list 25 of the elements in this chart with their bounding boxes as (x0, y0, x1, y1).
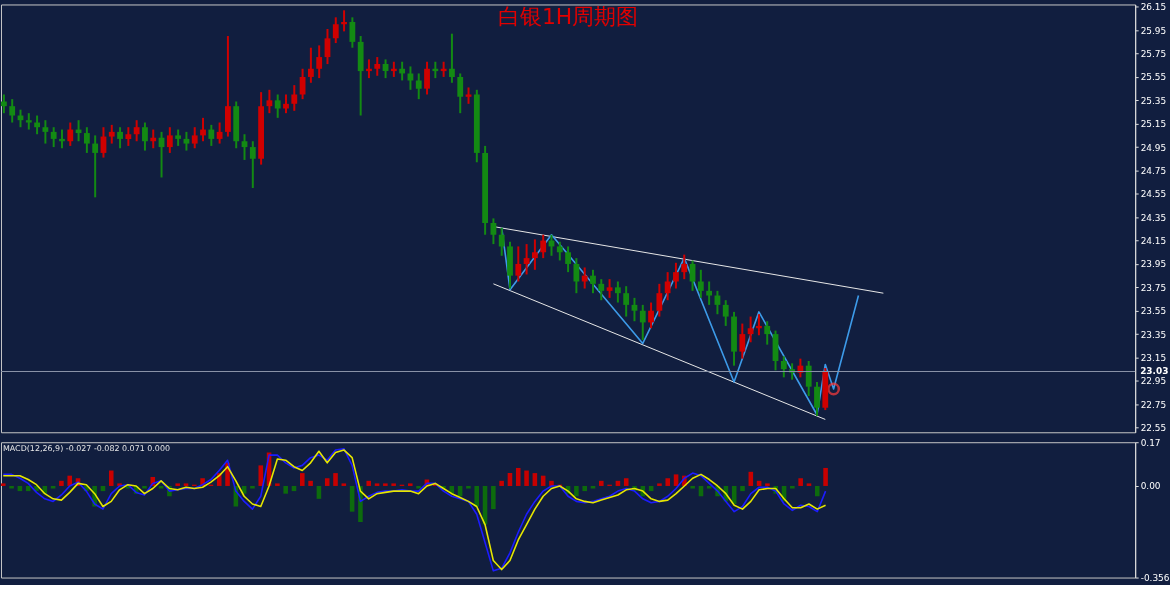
y-tick-label: 25.35 (1140, 95, 1167, 106)
y-tick-label: 26.15 (1140, 2, 1167, 13)
y-tick-label: 24.35 (1140, 212, 1167, 223)
y-tick-label: 23.75 (1140, 282, 1167, 293)
y-tick-label: 24.55 (1140, 189, 1167, 200)
y-tick-label: 0.17 (1140, 437, 1161, 448)
y-tick-label: 25.15 (1140, 119, 1167, 130)
y-tick-label: 25.75 (1140, 49, 1167, 60)
y-tick-label: 24.95 (1140, 142, 1167, 153)
y-tick-label: 25.95 (1140, 25, 1167, 36)
y-tick-label: 24.75 (1140, 165, 1167, 176)
y-tick-label: 22.95 (1140, 376, 1167, 387)
y-tick-label: -0.356 (1140, 573, 1170, 584)
y-tick-label: 22.55 (1140, 423, 1167, 434)
annotation: MACD(12,26,9) -0.027 -0.082 0.071 0.000 (2, 444, 170, 454)
y-tick-label: 0.00 (1140, 481, 1161, 492)
y-tick-label: 23.35 (1140, 329, 1167, 340)
y-tick-label: 24.15 (1140, 236, 1167, 247)
y-tick-label: 23.15 (1140, 352, 1167, 363)
y-tick-label: 25.55 (1140, 72, 1167, 83)
y-tick-label: 22.75 (1140, 399, 1167, 410)
chart-title: 白银1H周期图 (497, 4, 639, 30)
ref-line-label: 23.03 (1140, 366, 1169, 377)
y-tick-label: 23.95 (1140, 259, 1167, 270)
y-tick-label: 23.55 (1140, 306, 1167, 317)
